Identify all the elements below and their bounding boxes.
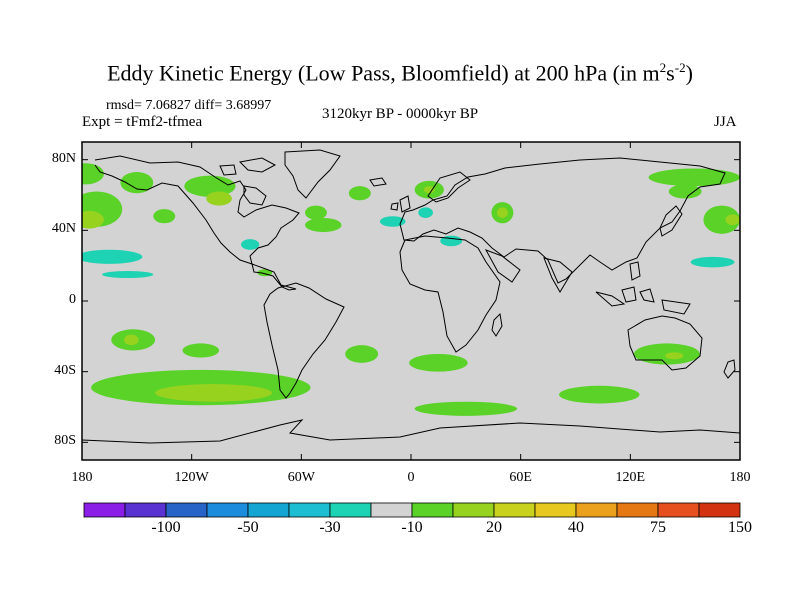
southeast-asia-islands: [595, 261, 691, 315]
greenland-coast: [284, 149, 341, 199]
coastlines: [82, 149, 740, 444]
lon-label-5: 120E: [615, 470, 646, 485]
colorbar-box-11: [534, 502, 577, 518]
anomaly-region-20: [102, 270, 154, 279]
colorbar-label-0: -100: [151, 519, 181, 536]
colorbar-box-6: [329, 502, 372, 518]
lon-label-2: 60W: [287, 470, 315, 485]
anomaly-region-27: [124, 334, 139, 346]
colorbar-label-3: -10: [401, 519, 423, 536]
colorbar-box-5: [288, 502, 331, 518]
colorbar-box-1: [124, 502, 167, 518]
anomaly-region-3: [82, 249, 143, 264]
colorbar-label-5: 40: [568, 519, 584, 536]
anomaly-region-33: [414, 401, 518, 416]
colorbar-box-9: [452, 502, 495, 518]
colorbar-box-7: [370, 502, 413, 518]
lon-label-1: 120W: [174, 470, 209, 485]
lat-label-1: 40N: [51, 221, 76, 237]
australia-coast: [627, 315, 703, 371]
anomaly-region-25: [690, 256, 735, 268]
colorbar-box-8: [411, 502, 454, 518]
colorbar-box-0: [83, 502, 126, 518]
colorbar: [83, 502, 741, 518]
colorbar-label-6: 75: [650, 519, 666, 536]
period-label: 3120kyr BP - 0000kyr BP: [321, 106, 479, 122]
anomaly-region-32: [409, 354, 468, 372]
anomaly-region-28: [182, 343, 220, 358]
colorbar-box-15: [698, 502, 741, 518]
colorbar-label-2: -30: [319, 519, 341, 536]
anomaly-region-9: [304, 217, 342, 233]
axis-ticks: [81, 142, 741, 460]
anomaly-region-17: [496, 207, 508, 218]
colorbar-box-3: [206, 502, 249, 518]
rmsd-diff-stats: rmsd= 7.06827 diff= 3.68997: [106, 98, 272, 113]
anomaly-region-7: [153, 209, 176, 224]
south-america-coast: [263, 282, 345, 399]
anomaly-region-4: [120, 172, 154, 194]
anomaly-region-18: [241, 239, 260, 250]
arabia-india-coast: [484, 249, 573, 293]
lon-label-6: 180: [729, 470, 751, 485]
colorbar-box-2: [165, 502, 208, 518]
anomaly-region-30: [155, 384, 273, 402]
lat-label-4: 80S: [54, 433, 76, 449]
north-america-coast: [94, 155, 300, 291]
colorbar-label-7: 150: [728, 519, 752, 536]
colorbar-box-14: [657, 502, 700, 518]
lat-label-2: 0: [69, 292, 76, 307]
anomaly-region-10: [348, 186, 371, 201]
lat-label-3: 40S: [54, 362, 76, 378]
madagascar: [491, 312, 503, 337]
anomaly-region-24: [725, 214, 740, 226]
anomaly-region-6: [206, 191, 232, 206]
anomaly-shading: [82, 163, 740, 416]
lat-label-0: 80N: [51, 150, 76, 166]
chart-title: Eddy Kinetic Energy (Low Pass, Bloomfiel…: [107, 60, 693, 86]
anomaly-region-0: [82, 163, 104, 185]
arctic-islands: [219, 157, 277, 176]
anomaly-region-11: [379, 216, 406, 227]
anomaly-region-31: [345, 345, 379, 363]
anomaly-region-21: [648, 168, 740, 187]
lon-label-3: 0: [407, 470, 415, 485]
antarctica-coast: [82, 419, 740, 444]
iceland: [369, 177, 387, 187]
anomaly-region-22: [668, 184, 702, 199]
scandinavia-coast: [427, 171, 471, 203]
colorbar-label-1: -50: [237, 519, 259, 536]
colorbar-box-4: [247, 502, 290, 518]
colorbar-box-12: [575, 502, 618, 518]
anomaly-region-8: [304, 205, 327, 220]
colorbar-box-10: [493, 502, 536, 518]
anomaly-region-5: [184, 175, 236, 197]
season-label: JJA: [714, 114, 737, 130]
anomaly-region-23: [703, 205, 740, 234]
anomaly-region-34: [559, 385, 640, 404]
japan: [659, 205, 683, 237]
experiment-label: Expt = tFmf2-tfmea: [82, 114, 203, 130]
anomaly-region-2: [82, 210, 104, 229]
british-isles: [390, 195, 411, 213]
colorbar-box-13: [616, 502, 659, 518]
hudson-bay: [243, 185, 267, 206]
lon-label-4: 60E: [509, 470, 532, 485]
lon-label-0: 180: [71, 470, 93, 485]
anomaly-region-36: [665, 352, 684, 360]
africa-coast: [399, 235, 501, 353]
colorbar-label-4: 20: [486, 519, 502, 536]
new-zealand: [723, 359, 736, 379]
anomaly-region-12: [418, 207, 433, 218]
anomaly-region-14: [423, 186, 435, 194]
